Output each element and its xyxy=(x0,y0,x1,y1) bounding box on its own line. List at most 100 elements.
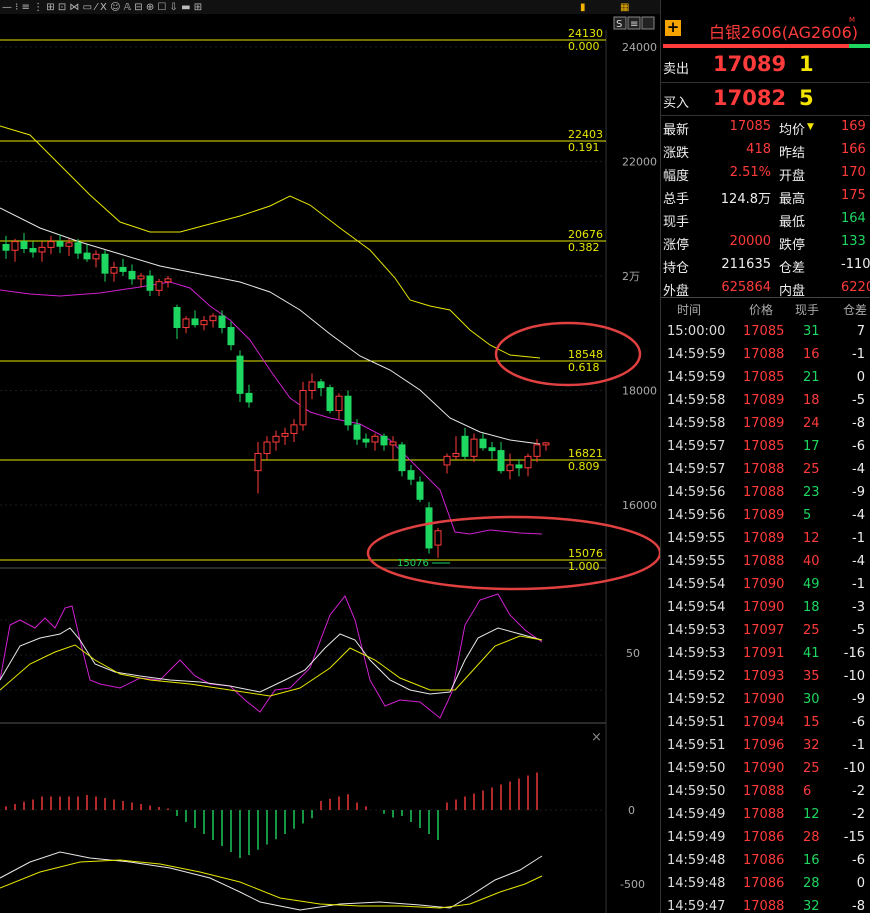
tick-row[interactable]: 14:59:52 17090 30 -9 xyxy=(661,689,870,712)
tick-row[interactable]: 14:59:55 17089 12 -1 xyxy=(661,528,870,551)
candle[interactable] xyxy=(515,459,523,477)
tick-row[interactable]: 14:59:56 17089 5 -4 xyxy=(661,505,870,528)
candle[interactable] xyxy=(434,527,442,558)
tick-price: 17090 xyxy=(743,761,785,776)
candle[interactable] xyxy=(479,433,487,451)
tick-row[interactable]: 14:59:57 17085 17 -6 xyxy=(661,436,870,459)
candle[interactable] xyxy=(344,390,352,431)
candle[interactable] xyxy=(2,235,10,259)
candle[interactable] xyxy=(398,442,406,477)
candle[interactable] xyxy=(101,250,109,282)
candle[interactable] xyxy=(317,379,325,397)
tick-row[interactable]: 14:59:48 17086 28 0 xyxy=(661,873,870,896)
candle[interactable] xyxy=(38,241,46,262)
collapse-icon[interactable]: ⌄ xyxy=(592,574,601,587)
tick-row[interactable]: 14:59:50 17088 6 -2 xyxy=(661,781,870,804)
candle[interactable] xyxy=(65,238,73,256)
plus-icon[interactable]: + xyxy=(665,18,681,36)
candle[interactable] xyxy=(56,234,64,254)
candle[interactable] xyxy=(173,304,181,339)
candle[interactable] xyxy=(119,258,127,276)
candle[interactable] xyxy=(191,310,199,328)
candle[interactable] xyxy=(47,235,55,255)
s-button[interactable] xyxy=(613,16,627,30)
candle[interactable] xyxy=(470,433,478,463)
tick-row[interactable]: 15:00:00 17085 31 7 xyxy=(661,321,870,344)
candle[interactable] xyxy=(497,442,505,474)
candle[interactable] xyxy=(74,238,82,259)
tick-row[interactable]: 14:59:53 17097 25 -5 xyxy=(661,620,870,643)
candle[interactable] xyxy=(137,273,145,288)
candle[interactable] xyxy=(362,433,370,448)
candle[interactable] xyxy=(371,433,379,451)
candle[interactable] xyxy=(227,321,235,351)
tick-row[interactable]: 14:59:48 17086 16 -6 xyxy=(661,850,870,873)
tick-row[interactable]: 14:59:57 17088 25 -4 xyxy=(661,459,870,482)
tick-row[interactable]: 14:59:51 17096 32 -1 xyxy=(661,735,870,758)
candle[interactable] xyxy=(164,276,172,288)
candle[interactable] xyxy=(353,419,361,445)
candle[interactable] xyxy=(92,250,100,268)
panel-toggle-button[interactable] xyxy=(641,16,655,30)
tick-row[interactable]: 14:59:54 17090 18 -3 xyxy=(661,597,870,620)
candle[interactable] xyxy=(308,373,316,400)
buy-price[interactable]: 17082 xyxy=(713,86,787,110)
candle[interactable] xyxy=(488,442,496,460)
candle[interactable] xyxy=(236,350,244,402)
candle[interactable] xyxy=(29,241,37,258)
candle[interactable] xyxy=(425,502,433,554)
grid-icon[interactable]: ▦ xyxy=(620,2,629,13)
tick-row[interactable]: 14:59:59 17088 16 -1 xyxy=(661,344,870,367)
candle[interactable] xyxy=(407,464,415,485)
candle[interactable] xyxy=(326,384,334,414)
candle[interactable] xyxy=(452,436,460,460)
candle[interactable] xyxy=(182,316,190,334)
candle[interactable] xyxy=(20,233,28,254)
candle[interactable] xyxy=(272,430,280,451)
tick-row[interactable]: 14:59:50 17090 25 -10 xyxy=(661,758,870,781)
tick-row[interactable]: 14:59:49 17086 28 -15 xyxy=(661,827,870,850)
candle[interactable] xyxy=(389,436,397,460)
candle[interactable] xyxy=(83,244,91,262)
tick-row[interactable]: 14:59:53 17091 41 -16 xyxy=(661,643,870,666)
tick-row[interactable]: 14:59:47 17088 32 -8 xyxy=(661,896,870,913)
tick-row[interactable]: 14:59:52 17093 35 -10 xyxy=(661,666,870,689)
candle[interactable] xyxy=(155,278,163,297)
candle[interactable] xyxy=(209,313,217,328)
tick-row[interactable]: 14:59:54 17090 49 -1 xyxy=(661,574,870,597)
candle[interactable] xyxy=(128,264,136,285)
toolbar-icon[interactable]: — ⁝ ≡ ⋮ ⊞ ⊡ ⋈ ▭ ⁄ X ☺ 𝔸 ⊟ ⊕ ☐ ⇩ ▬ ⊞ xyxy=(2,2,202,13)
candle[interactable] xyxy=(11,238,19,262)
candle[interactable] xyxy=(254,442,262,494)
tick-row[interactable]: 14:59:58 17089 24 -8 xyxy=(661,413,870,436)
candle[interactable] xyxy=(290,419,298,443)
candle[interactable] xyxy=(146,270,154,297)
candle[interactable] xyxy=(200,316,208,331)
candle[interactable] xyxy=(263,436,271,460)
s-button-2[interactable] xyxy=(627,16,641,30)
candle[interactable] xyxy=(524,453,532,477)
candle[interactable] xyxy=(335,393,343,420)
tick-row[interactable]: 14:59:55 17088 40 -4 xyxy=(661,551,870,574)
candle[interactable] xyxy=(299,381,307,431)
tick-row[interactable]: 14:59:59 17085 21 0 xyxy=(661,367,870,390)
tick-row[interactable]: 14:59:58 17089 18 -5 xyxy=(661,390,870,413)
lock-icon[interactable]: ▮ xyxy=(580,2,586,13)
candle[interactable] xyxy=(281,427,289,445)
close-icon[interactable]: × xyxy=(591,730,602,745)
candle[interactable] xyxy=(380,433,388,451)
candle[interactable] xyxy=(533,439,541,463)
candle[interactable] xyxy=(443,453,451,474)
tick-row[interactable]: 14:59:49 17088 12 -2 xyxy=(661,804,870,827)
tick-row[interactable]: 14:59:51 17094 15 -6 xyxy=(661,712,870,735)
candle[interactable] xyxy=(542,442,550,451)
candle[interactable] xyxy=(416,476,424,503)
candle[interactable] xyxy=(461,427,469,460)
tick-row[interactable]: 14:59:56 17088 23 -9 xyxy=(661,482,870,505)
candle[interactable] xyxy=(218,310,226,334)
candle[interactable] xyxy=(110,261,118,282)
kline-chart-area[interactable]: — ⁝ ≡ ⋮ ⊞ ⊡ ⋈ ▭ ⁄ X ☺ 𝔸 ⊟ ⊕ ☐ ⇩ ▬ ⊞ ▮ ▦ … xyxy=(0,0,660,913)
candle[interactable] xyxy=(245,384,253,408)
candle[interactable] xyxy=(506,453,514,480)
sell-price[interactable]: 17089 xyxy=(713,52,787,76)
